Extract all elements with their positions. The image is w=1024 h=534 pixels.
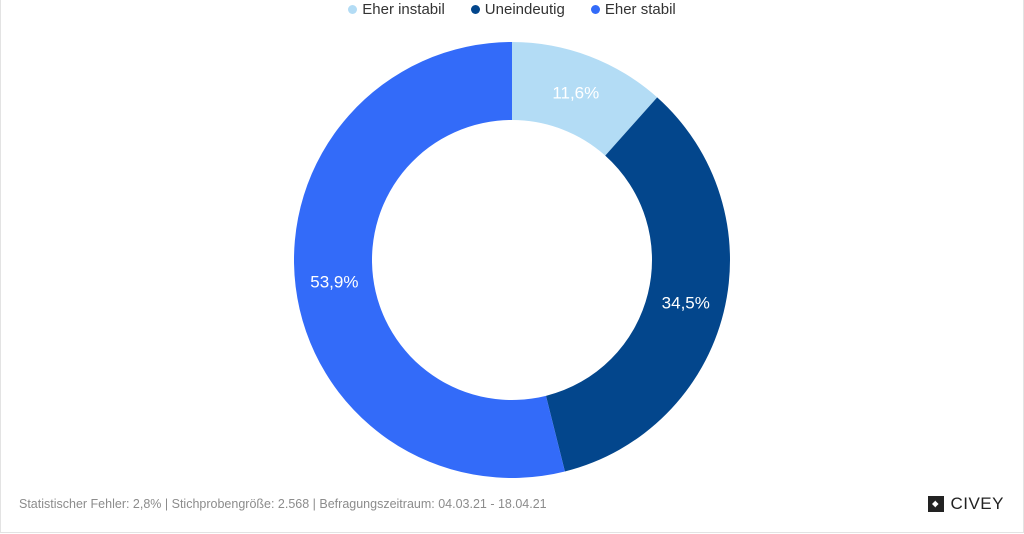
legend-item-uneindeutig[interactable]: Uneindeutig [470, 0, 565, 18]
legend-label: Eher stabil [604, 0, 676, 18]
legend-label: Eher instabil [362, 0, 445, 18]
brand: CIVEY [927, 494, 1004, 514]
slice-value-label: 11,6% [552, 83, 599, 102]
legend-item-eher-instabil[interactable]: Eher instabil [348, 1, 445, 18]
legend-dot-icon [590, 4, 600, 14]
slice-value-label: 53,9% [310, 272, 358, 291]
legend-dot-icon [348, 4, 358, 14]
donut-slice-eher-stabil[interactable] [294, 42, 565, 478]
brand-name: CIVEY [950, 494, 1004, 513]
legend-item-eher-stabil[interactable]: Eher stabil [590, 0, 676, 18]
civey-logo-icon [928, 496, 945, 512]
donut-slice-uneindeutig[interactable] [545, 97, 730, 472]
chart-legend: Eher instabil Uneindeutig Eher stabil [0, 0, 1024, 18]
slice-value-label: 34,5% [662, 293, 710, 312]
legend-label: Uneindeutig [484, 0, 565, 18]
donut-slice-eher-instabil[interactable] [512, 42, 658, 156]
footer-note: Statistischer Fehler: 2,8% | Stichproben… [19, 497, 547, 511]
legend-dot-icon [470, 4, 480, 14]
